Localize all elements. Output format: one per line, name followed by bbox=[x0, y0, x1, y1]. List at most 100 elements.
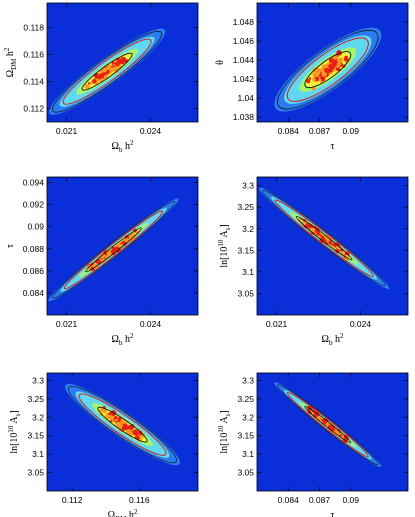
x-tick-label: 0.084 bbox=[278, 495, 300, 505]
y-tick-label: 3.3 bbox=[242, 181, 254, 191]
density-speck bbox=[320, 68, 326, 74]
density-layer bbox=[274, 382, 382, 468]
density-speck bbox=[114, 68, 119, 74]
density-speck bbox=[100, 253, 106, 259]
density-speck bbox=[106, 250, 112, 256]
y-tick-label: 3.05 bbox=[237, 288, 254, 298]
contour-outer bbox=[68, 386, 177, 464]
axis-label-part: Ω bbox=[108, 510, 115, 517]
y-tick-label: 3.25 bbox=[237, 202, 254, 212]
y-tick-label: 0.118 bbox=[23, 22, 44, 32]
density-speck bbox=[111, 61, 115, 65]
x-axis-label: Ωb h2 bbox=[322, 332, 344, 347]
x-axis-label: τ bbox=[330, 141, 334, 152]
density-layer bbox=[64, 383, 181, 466]
density-speck bbox=[112, 66, 116, 70]
y-tick-label: 3.3 bbox=[242, 375, 254, 385]
contour-68 bbox=[85, 227, 142, 273]
density-speck bbox=[115, 421, 122, 428]
y-tick-label: 0.116 bbox=[23, 49, 44, 59]
axis-label-part: A bbox=[219, 416, 230, 426]
axis-label-part: b bbox=[119, 339, 123, 347]
density-speck bbox=[138, 430, 143, 436]
axis-label-part: h bbox=[5, 51, 16, 59]
y-axis-label: θ bbox=[215, 60, 226, 65]
y-tick-label: 1.042 bbox=[233, 74, 255, 84]
density-speck bbox=[110, 68, 113, 71]
x-tick-label: 0.087 bbox=[309, 495, 331, 505]
axis-label-part: DM bbox=[10, 58, 18, 70]
y-tick-label: 3.2 bbox=[242, 412, 254, 422]
contour-outer bbox=[52, 201, 176, 299]
y-axis-label: ΩDM h2 bbox=[3, 47, 18, 77]
axis-label-part: 2 bbox=[134, 508, 138, 516]
x-axis-label: Ωb h2 bbox=[112, 332, 134, 347]
y-axis-label: ln[1010 As] bbox=[217, 410, 232, 453]
density-speck bbox=[315, 67, 320, 72]
density-speck bbox=[132, 429, 139, 436]
axis-label-part: ln[10 bbox=[219, 247, 230, 268]
y-tick-label: 1.046 bbox=[233, 36, 255, 46]
axis-label-part: 2 bbox=[130, 332, 134, 340]
density-speck bbox=[302, 221, 307, 226]
y-tick-label: 1.04 bbox=[237, 93, 254, 103]
density-speck bbox=[134, 435, 140, 440]
density-speck bbox=[109, 415, 114, 421]
x-tick-label: 0.087 bbox=[309, 126, 331, 136]
y-tick-label: 3.2 bbox=[242, 224, 254, 234]
x-tick-label: 0.024 bbox=[140, 319, 162, 329]
density-speck bbox=[321, 64, 326, 68]
x-tick-label: 0.021 bbox=[266, 319, 288, 329]
axis-label-part: τ bbox=[330, 141, 334, 152]
axis-label-part: 10 bbox=[217, 425, 225, 433]
contour-68 bbox=[97, 406, 148, 443]
density-speck bbox=[84, 83, 90, 90]
x-axis-label: Ωb h2 bbox=[112, 139, 134, 154]
density-speck bbox=[308, 77, 312, 80]
x-axis-label: τ bbox=[330, 510, 334, 517]
density-speck bbox=[125, 238, 129, 242]
axis-label-part: h bbox=[122, 334, 130, 345]
density-speck bbox=[98, 75, 102, 80]
x-axis-label: ΩDM h2 bbox=[108, 508, 138, 517]
contour-95 bbox=[274, 199, 374, 278]
density-speck bbox=[117, 417, 122, 421]
y-tick-label: 3.25 bbox=[27, 394, 44, 404]
density-layer bbox=[274, 27, 382, 112]
y-tick-label: 3.3 bbox=[32, 375, 44, 385]
axis-label-part: Ω bbox=[112, 334, 119, 345]
density-speck bbox=[104, 413, 111, 420]
axes-frame bbox=[46, 372, 199, 492]
contour-68 bbox=[81, 52, 133, 91]
density-speck bbox=[312, 78, 317, 82]
contour-95 bbox=[78, 393, 167, 456]
axis-label-part: ] bbox=[9, 410, 20, 413]
y-tick-label: 0.088 bbox=[23, 244, 45, 254]
contour-outer bbox=[277, 384, 379, 465]
axis-label-part: DM bbox=[115, 515, 127, 517]
y-tick-label: 0.092 bbox=[23, 200, 45, 210]
axis-label-part: h bbox=[332, 334, 340, 345]
density-layer bbox=[48, 28, 166, 115]
contour-outer bbox=[262, 190, 386, 287]
axis-label-part: s bbox=[224, 413, 232, 416]
axes-frame bbox=[46, 2, 199, 123]
density-speck bbox=[336, 65, 340, 68]
y-tick-label: 3.1 bbox=[242, 449, 254, 459]
y-tick-label: 1.044 bbox=[233, 55, 255, 65]
axis-label-part: ln[10 bbox=[9, 433, 20, 454]
y-tick-label: 0.094 bbox=[23, 178, 45, 188]
contour-95 bbox=[63, 210, 164, 290]
axis-label-part: 2 bbox=[340, 332, 344, 340]
density-speck bbox=[108, 412, 112, 416]
y-axis-label: ln[1010 As] bbox=[217, 224, 232, 267]
density-speck bbox=[343, 56, 349, 62]
density-speck bbox=[314, 227, 320, 233]
x-tick-label: 0.084 bbox=[278, 126, 300, 136]
density-speck bbox=[327, 67, 333, 73]
contour-68 bbox=[295, 216, 353, 261]
density-speck bbox=[328, 240, 333, 245]
density-speck bbox=[115, 61, 120, 67]
x-tick-label: 0.021 bbox=[56, 319, 78, 329]
